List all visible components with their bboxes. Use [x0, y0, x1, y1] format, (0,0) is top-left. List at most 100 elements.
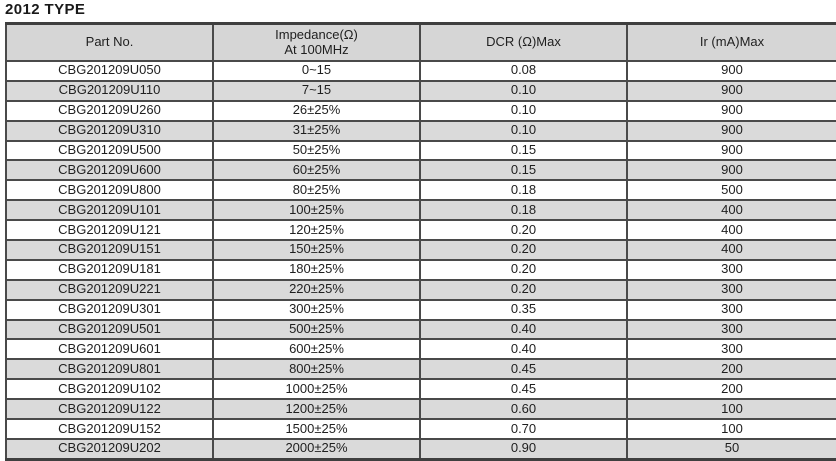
table-row: CBG201209U500 50±25% 0.15 900: [5, 139, 836, 162]
impedance-cell: 80±25%: [212, 179, 421, 202]
impedance-cell: 7~15: [212, 79, 421, 102]
part-no-cell: CBG201209U121: [5, 219, 214, 242]
ir-cell: 300: [626, 338, 836, 361]
dcr-cell: 0.15: [419, 139, 628, 162]
part-no-cell: CBG201209U600: [5, 159, 214, 182]
header-ir: Ir (mA)Max: [626, 22, 836, 62]
header-dcr: DCR (Ω)Max: [419, 22, 628, 62]
impedance-cell: 1200±25%: [212, 398, 421, 421]
table-row: CBG201209U310 31±25% 0.10 900: [5, 119, 836, 142]
table-row: CBG201209U221 220±25% 0.20 300: [5, 278, 836, 301]
part-no-cell: CBG201209U102: [5, 378, 214, 401]
table-row: CBG201209U110 7~15 0.10 900: [5, 79, 836, 102]
part-no-cell: CBG201209U110: [5, 79, 214, 102]
part-no-cell: CBG201209U301: [5, 298, 214, 321]
impedance-cell: 300±25%: [212, 298, 421, 321]
table-row: CBG201209U260 26±25% 0.10 900: [5, 99, 836, 122]
part-no-cell: CBG201209U152: [5, 418, 214, 440]
impedance-cell: 31±25%: [212, 119, 421, 142]
impedance-cell: 220±25%: [212, 278, 421, 301]
table-row: CBG201209U151 150±25% 0.20 400: [5, 239, 836, 261]
page-title: 2012 TYPE: [5, 1, 86, 18]
part-no-cell: CBG201209U151: [5, 239, 214, 261]
table-row: CBG201209U301 300±25% 0.35 300: [5, 298, 836, 321]
table-row: CBG201209U801 800±25% 0.45 200: [5, 358, 836, 381]
ir-cell: 900: [626, 139, 836, 162]
dcr-cell: 0.90: [419, 437, 628, 461]
header-ir-label: Ir (mA)Max: [699, 34, 765, 50]
impedance-cell: 120±25%: [212, 219, 421, 242]
ir-cell: 300: [626, 318, 836, 341]
part-no-cell: CBG201209U101: [5, 199, 214, 222]
table-row: CBG201209U152 1500±25% 0.70 100: [5, 418, 836, 440]
ir-cell: 300: [626, 298, 836, 321]
dcr-cell: 0.10: [419, 119, 628, 142]
part-no-cell: CBG201209U501: [5, 318, 214, 341]
ir-cell: 400: [626, 239, 836, 261]
dcr-cell: 0.10: [419, 99, 628, 122]
dcr-cell: 0.35: [419, 298, 628, 321]
impedance-cell: 0~15: [212, 60, 421, 82]
table-row: CBG201209U601 600±25% 0.40 300: [5, 338, 836, 361]
ir-cell: 50: [626, 437, 836, 461]
header-row: Part No. Impedance(Ω) At 100MHz DCR (Ω)M…: [5, 22, 836, 62]
ir-cell: 900: [626, 119, 836, 142]
header-impedance: Impedance(Ω) At 100MHz: [212, 22, 421, 62]
table-row: CBG201209U501 500±25% 0.40 300: [5, 318, 836, 341]
impedance-cell: 150±25%: [212, 239, 421, 261]
dcr-cell: 0.20: [419, 219, 628, 242]
impedance-cell: 500±25%: [212, 318, 421, 341]
ir-cell: 100: [626, 398, 836, 421]
ir-cell: 400: [626, 219, 836, 242]
dcr-cell: 0.18: [419, 179, 628, 202]
table-row: CBG201209U202 2000±25% 0.90 50: [5, 437, 836, 461]
impedance-cell: 100±25%: [212, 199, 421, 222]
header-part-no-label: Part No.: [85, 34, 134, 50]
ir-cell: 900: [626, 99, 836, 122]
impedance-cell: 600±25%: [212, 338, 421, 361]
part-no-cell: CBG201209U260: [5, 99, 214, 122]
table-header: Part No. Impedance(Ω) At 100MHz DCR (Ω)M…: [5, 22, 836, 62]
table-row: CBG201209U600 60±25% 0.15 900: [5, 159, 836, 182]
dcr-cell: 0.20: [419, 239, 628, 261]
part-no-cell: CBG201209U601: [5, 338, 214, 361]
part-no-cell: CBG201209U310: [5, 119, 214, 142]
table-row: CBG201209U102 1000±25% 0.45 200: [5, 378, 836, 401]
header-dcr-label: DCR (Ω)Max: [486, 34, 561, 50]
dcr-cell: 0.08: [419, 60, 628, 82]
dcr-cell: 0.10: [419, 79, 628, 102]
impedance-cell: 800±25%: [212, 358, 421, 381]
dcr-cell: 0.18: [419, 199, 628, 222]
dcr-cell: 0.40: [419, 338, 628, 361]
ir-cell: 200: [626, 378, 836, 401]
ir-cell: 500: [626, 179, 836, 202]
part-no-cell: CBG201209U202: [5, 437, 214, 461]
ir-cell: 900: [626, 159, 836, 182]
header-impedance-sublabel: At 100MHz: [284, 41, 349, 57]
table-row: CBG201209U181 180±25% 0.20 300: [5, 258, 836, 281]
dcr-cell: 0.40: [419, 318, 628, 341]
impedance-cell: 2000±25%: [212, 437, 421, 461]
table-row: CBG201209U101 100±25% 0.18 400: [5, 199, 836, 222]
part-no-cell: CBG201209U800: [5, 179, 214, 202]
ir-cell: 300: [626, 278, 836, 301]
part-no-cell: CBG201209U221: [5, 278, 214, 301]
impedance-cell: 26±25%: [212, 99, 421, 122]
table-row: CBG201209U800 80±25% 0.18 500: [5, 179, 836, 202]
impedance-cell: 1000±25%: [212, 378, 421, 401]
dcr-cell: 0.60: [419, 398, 628, 421]
dcr-cell: 0.20: [419, 278, 628, 301]
ir-cell: 900: [626, 60, 836, 82]
ir-cell: 300: [626, 258, 836, 281]
part-no-cell: CBG201209U122: [5, 398, 214, 421]
impedance-cell: 60±25%: [212, 159, 421, 182]
dcr-cell: 0.45: [419, 378, 628, 401]
dcr-cell: 0.20: [419, 258, 628, 281]
ir-cell: 200: [626, 358, 836, 381]
part-no-cell: CBG201209U181: [5, 258, 214, 281]
dcr-cell: 0.45: [419, 358, 628, 381]
spec-table: Part No. Impedance(Ω) At 100MHz DCR (Ω)M…: [5, 22, 836, 461]
impedance-cell: 50±25%: [212, 139, 421, 162]
dcr-cell: 0.70: [419, 418, 628, 440]
